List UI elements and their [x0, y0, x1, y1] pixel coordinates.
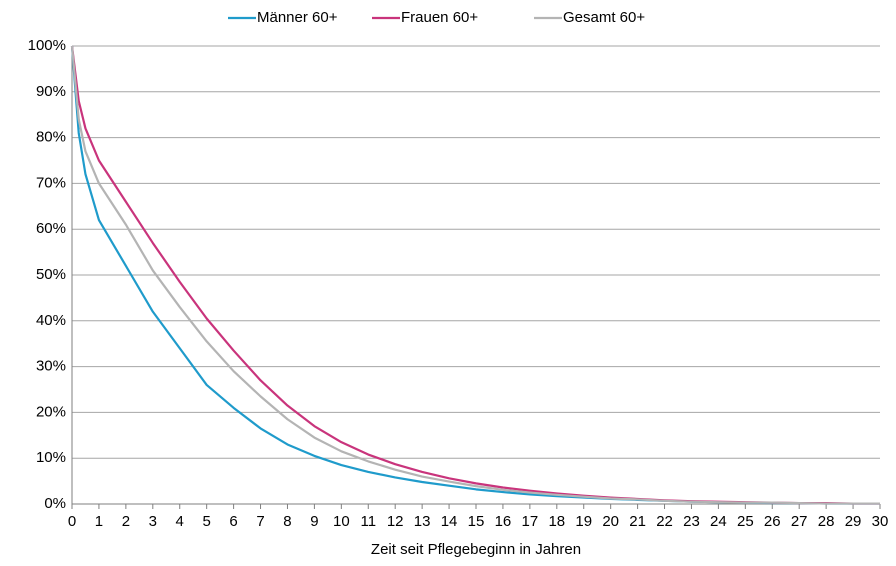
y-tick-label: 50% — [36, 266, 66, 283]
x-tick-label: 22 — [656, 513, 673, 530]
x-tick-label: 0 — [68, 513, 76, 530]
x-tick-label: 7 — [256, 513, 264, 530]
x-tick-label: 19 — [575, 513, 592, 530]
x-tick-label: 14 — [441, 513, 458, 530]
x-tick-label: 30 — [872, 513, 889, 530]
y-tick-label: 80% — [36, 129, 66, 146]
x-tick-label: 17 — [522, 513, 539, 530]
y-tick-label: 30% — [36, 358, 66, 375]
x-tick-label: 1 — [95, 513, 103, 530]
x-tick-label: 11 — [360, 513, 376, 530]
x-tick-label: 27 — [791, 513, 808, 530]
x-tick-label: 5 — [202, 513, 210, 530]
legend-label: Gesamt 60+ — [563, 9, 645, 26]
y-tick-label: 90% — [36, 83, 66, 100]
x-axis-title: Zeit seit Pflegebeginn in Jahren — [371, 541, 581, 558]
y-tick-label: 60% — [36, 220, 66, 237]
x-tick-label: 8 — [283, 513, 291, 530]
x-tick-label: 13 — [414, 513, 431, 530]
x-tick-label: 15 — [468, 513, 485, 530]
y-tick-label: 100% — [28, 37, 66, 54]
y-tick-label: 70% — [36, 174, 66, 191]
x-tick-label: 18 — [548, 513, 565, 530]
y-tick-label: 20% — [36, 403, 66, 420]
x-tick-label: 25 — [737, 513, 754, 530]
x-tick-label: 23 — [683, 513, 700, 530]
y-tick-label: 10% — [36, 449, 66, 466]
x-tick-label: 29 — [845, 513, 862, 530]
x-tick-label: 4 — [176, 513, 184, 530]
x-tick-label: 20 — [602, 513, 619, 530]
legend-label: Männer 60+ — [257, 9, 338, 26]
x-tick-label: 21 — [629, 513, 646, 530]
y-tick-label: 0% — [44, 495, 66, 512]
x-tick-label: 3 — [149, 513, 157, 530]
x-tick-label: 9 — [310, 513, 318, 530]
y-tick-label: 40% — [36, 312, 66, 329]
x-tick-label: 16 — [495, 513, 512, 530]
series-line — [70, 45, 880, 505]
legend-label: Frauen 60+ — [401, 9, 478, 26]
x-tick-label: 26 — [764, 513, 781, 530]
x-tick-label: 28 — [818, 513, 835, 530]
x-tick-label: 24 — [710, 513, 727, 530]
x-tick-label: 6 — [229, 513, 237, 530]
x-tick-label: 12 — [387, 513, 404, 530]
x-tick-label: 2 — [122, 513, 130, 530]
x-tick-label: 10 — [333, 513, 350, 530]
